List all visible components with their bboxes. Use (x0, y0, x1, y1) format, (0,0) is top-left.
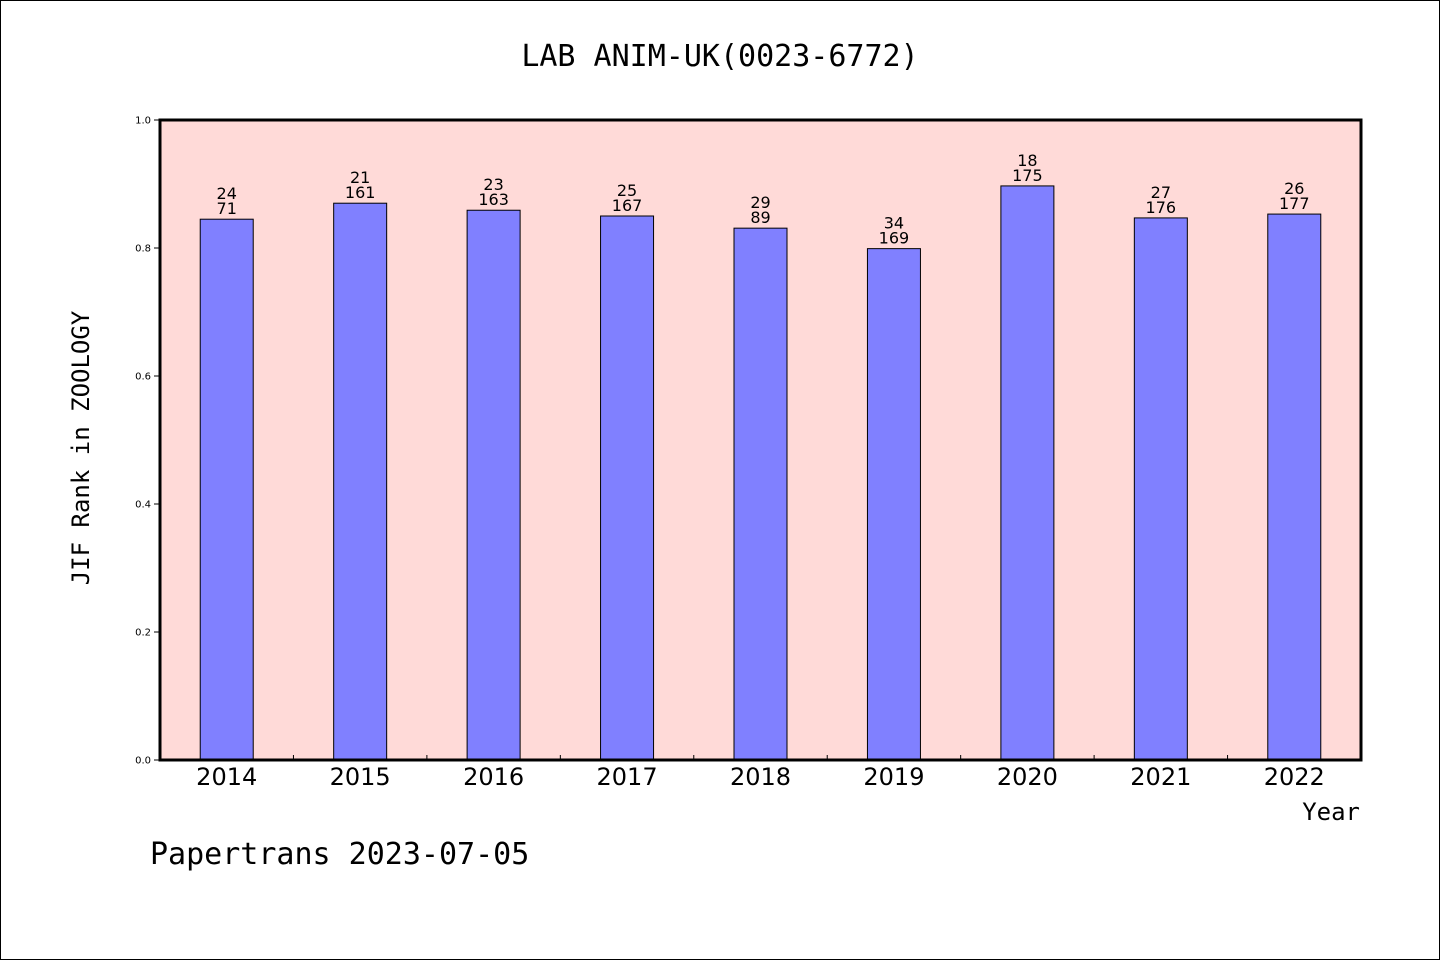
y-tick-label: 0.4 (135, 500, 151, 511)
bar-rank-label: 26 (1284, 179, 1304, 198)
y-tick-label: 0.8 (135, 244, 151, 255)
x-tick-label: 2015 (330, 763, 391, 791)
x-axis: 2014 2015 2016 2017 2018 2019 2020 2021 2022 (196, 755, 1325, 791)
bar-2016 (466, 209, 521, 761)
y-tick-label: 0.2 (135, 628, 151, 639)
x-tick-label: 2018 (730, 763, 791, 791)
x-tick-label: 2017 (597, 763, 658, 791)
x-tick-label: 2022 (1264, 763, 1325, 791)
bar-total-label: 71 (217, 199, 237, 218)
bar-total-label: 161 (345, 183, 376, 202)
x-tick-label: 2016 (463, 763, 524, 791)
plot-border (158, 118, 1363, 762)
bar-rank-label: 34 (884, 214, 904, 233)
bar-2018 (733, 227, 788, 761)
bar-rank-label: 27 (1151, 183, 1171, 202)
bars (199, 185, 1322, 761)
bar-total-label: 177 (1279, 194, 1310, 213)
bar-2022 (1267, 213, 1322, 761)
x-tick-label: 2020 (997, 763, 1058, 791)
bar-2015 (333, 202, 388, 761)
bar-2014 (199, 218, 254, 761)
bar-total-label: 167 (612, 196, 643, 215)
x-tick-label: 2014 (196, 763, 257, 791)
footer-text: Papertrans 2023-07-05 (150, 837, 529, 872)
x-tick-label: 2019 (863, 763, 924, 791)
bar-total-label: 175 (1012, 166, 1043, 185)
bar-total-label: 163 (478, 190, 509, 209)
chart-title: LAB ANIM-UK(0023-6772) (521, 39, 918, 74)
bar-total-label: 176 (1146, 198, 1177, 217)
bar-rank-label: 25 (617, 181, 637, 200)
bar-2019 (866, 248, 921, 761)
bar-total-label: 169 (879, 229, 910, 248)
bar-rank-label: 18 (1017, 151, 1037, 170)
bar-2017 (600, 215, 655, 761)
y-tick-label: 1.0 (135, 116, 151, 127)
bar-rank-label: 29 (750, 193, 770, 212)
bar-rank-label: 24 (217, 184, 237, 203)
bar-2020 (1000, 185, 1055, 761)
bar-2021 (1133, 217, 1188, 761)
y-tick-label: 0.6 (135, 372, 151, 383)
bar-total-label: 89 (750, 208, 770, 227)
y-tick-label: 0.0 (135, 756, 151, 767)
x-tick-label: 2021 (1130, 763, 1191, 791)
y-axis: 0.0 0.2 0.4 0.6 0.8 1.0 (135, 116, 160, 767)
bar-rank-label: 21 (350, 168, 370, 187)
y-axis-label: JIF Rank in ZOOLOGY (67, 310, 95, 585)
x-axis-label: Year (1302, 798, 1360, 826)
bar-rank-label: 23 (483, 175, 503, 194)
